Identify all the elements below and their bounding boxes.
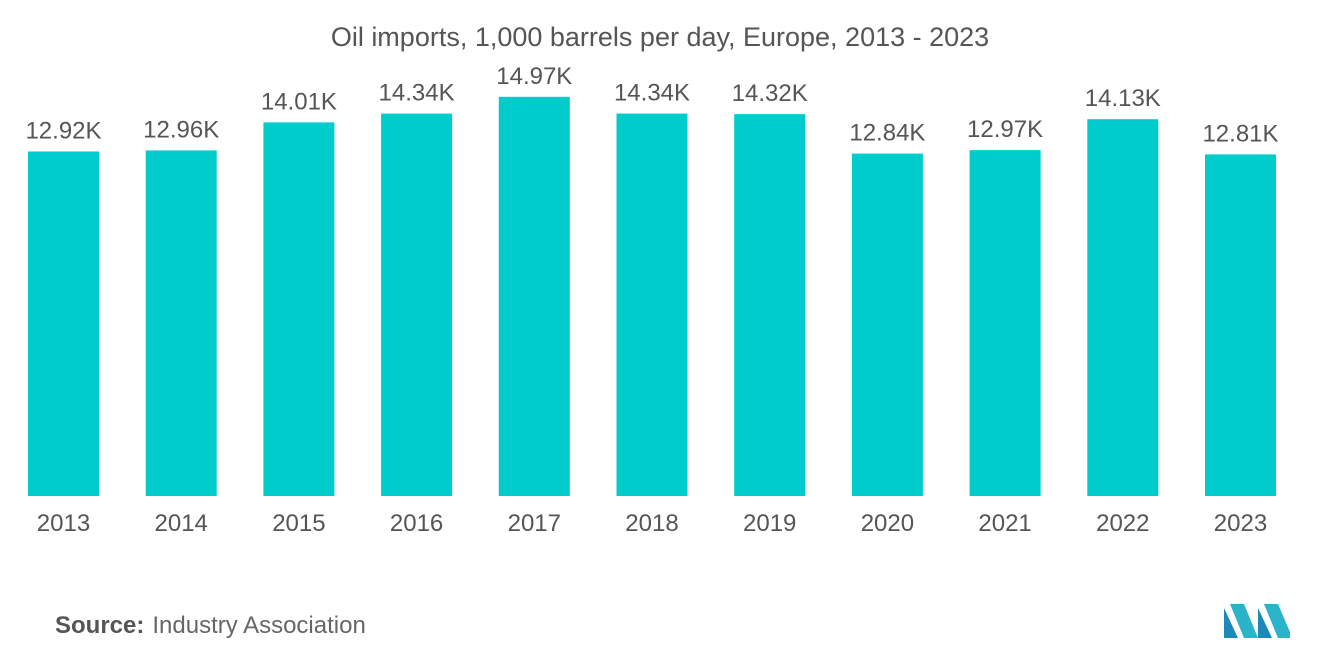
source-line: Source: Industry Association [55,612,366,640]
x-tick-label-2013: 2013 [37,510,90,537]
bar-2014 [145,150,217,496]
x-tick-label-2016: 2016 [390,510,443,537]
data-label-2016: 14.34K [379,80,455,107]
x-tick-label-2015: 2015 [272,510,325,537]
bar-2021 [969,150,1041,496]
bar-2018 [616,113,688,496]
bar-2017 [498,96,570,497]
x-tick-label-2018: 2018 [625,510,678,537]
data-label-2018: 14.34K [614,80,690,107]
data-label-2022: 14.13K [1085,85,1161,112]
bar-2020 [851,153,923,496]
data-label-2019: 14.32K [732,80,808,107]
bar-2019 [734,114,806,496]
chart-title: Oil imports, 1,000 barrels per day, Euro… [330,22,990,52]
x-tick-label-2020: 2020 [861,510,914,537]
bar-2015 [263,122,335,497]
data-label-2017: 14.97K [496,63,572,90]
bar-2022 [1087,119,1159,496]
data-label-2021: 12.97K [967,116,1043,143]
source-text: Industry Association [152,612,366,639]
x-tick-label-2021: 2021 [978,510,1031,537]
x-tick-label-2014: 2014 [155,510,208,537]
data-label-2015: 14.01K [261,88,337,115]
data-label-2020: 12.84K [849,120,925,147]
x-tick-label-2022: 2022 [1096,510,1149,537]
x-tick-label-2017: 2017 [508,510,561,537]
company-logo-icon [1224,604,1290,638]
bar-chart: 12.92K 2013 12.96K 2014 14.01K 2015 14.34K 2016… [25,63,1278,537]
x-tick-label-2023: 2023 [1214,510,1267,537]
bar-2013 [28,151,99,496]
data-label-2013: 12.92K [25,117,101,144]
data-label-2023: 12.81K [1202,120,1278,147]
bar-2016 [381,113,453,496]
x-tick-label-2019: 2019 [743,510,796,537]
data-label-2014: 12.96K [143,116,219,143]
bar-2023 [1205,154,1276,496]
source-label: Source: [55,612,145,639]
